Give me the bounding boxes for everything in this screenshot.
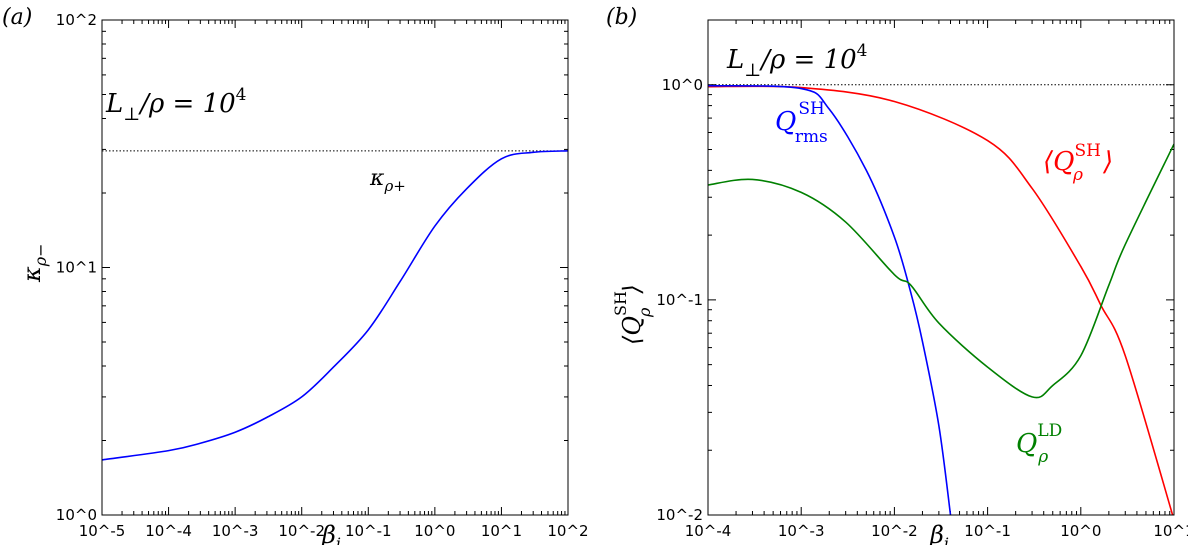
series-label-q-rho-ld: QLD ρ (1016, 421, 1062, 467)
x-tick-label: 10^-4 (145, 522, 192, 540)
y-tick-label: 10^0 (662, 76, 703, 94)
y-tick-label: 10^1 (56, 259, 97, 277)
x-tick-label: 10^-4 (685, 522, 732, 540)
panel-a-ylabel: κρ− (18, 243, 50, 283)
panel-b-annotation: L⊥/ρ = 104 (726, 41, 867, 81)
panel-b-ylabel: ⟨QSH ρ⟩ (611, 284, 654, 345)
x-tick-label: 10^-1 (345, 522, 392, 540)
x-tick-label: 10^-5 (79, 522, 126, 540)
panel-b-xlabel: βi (929, 521, 949, 545)
panel-b: 10^-4 10^-3 10^-2 10^-1 10^0 10^1 10^-2 10^-1 10… (656, 19, 1188, 540)
axes-frame (101, 19, 569, 516)
x-tick-label: 10^0 (1060, 522, 1101, 540)
panel-b-label: (b) (606, 5, 637, 30)
series-label-q-rms-sh: Q SH rms (775, 99, 828, 147)
y-tick-label: 10^2 (56, 11, 97, 29)
panel-a-annotation: L⊥/ρ = 104 (105, 85, 246, 125)
x-tick-label: 10^0 (414, 522, 455, 540)
series-line-1 (708, 84, 952, 515)
series-line-0 (102, 150, 568, 461)
y-tick-label: 10^0 (56, 506, 97, 524)
axes-frame (707, 19, 1175, 516)
x-tick-label: 10^-1 (964, 522, 1011, 540)
y-tick-label: 10^-2 (656, 506, 703, 524)
series-label-mean-q-rho-sh: ⟨QSH ρ ⟩ (1043, 141, 1113, 185)
x-tick-label: 10^2 (547, 522, 588, 540)
x-tick-label: 10^1 (1153, 522, 1188, 540)
panel-a-label: (a) (2, 5, 32, 30)
x-tick-label: 10^1 (481, 522, 522, 540)
series-line-0 (708, 85, 1174, 515)
panel-a-xlabel: βi (321, 521, 341, 545)
x-tick-label: 10^-2 (278, 522, 325, 540)
x-tick-label: 10^-2 (871, 522, 918, 540)
y-tick-label: 10^-1 (656, 291, 703, 309)
x-tick-label: 10^-3 (778, 522, 825, 540)
x-tick-label: 10^-3 (212, 522, 259, 540)
panel-a: 10^-5 10^-4 10^-3 10^-2 10^-1 10^0 10^1 10^2 10^… (56, 11, 589, 540)
series-line-2 (708, 143, 1174, 399)
panel-a-reference-label: κρ+ (369, 166, 406, 195)
